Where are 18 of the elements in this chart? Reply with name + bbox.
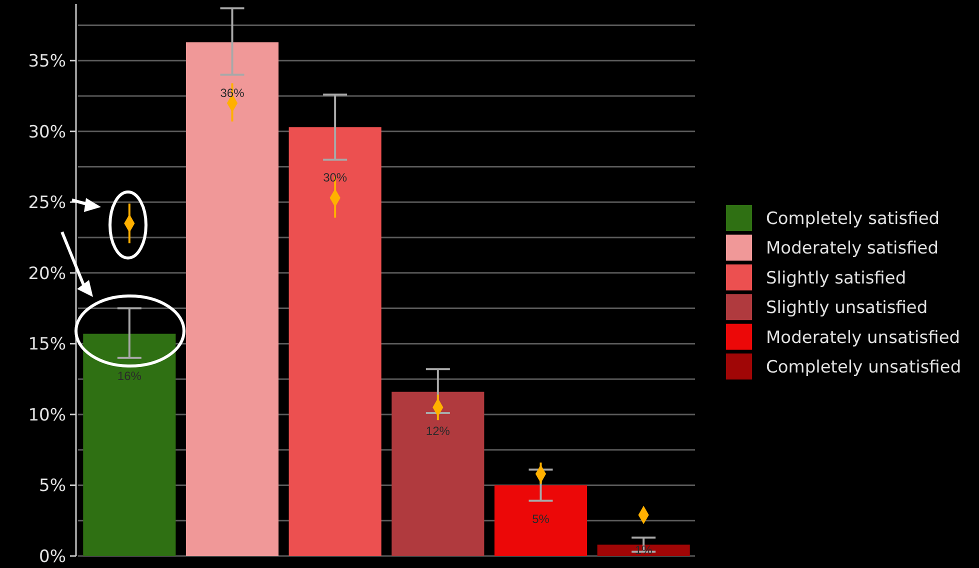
legend-label: Slightly unsatisfied bbox=[766, 298, 928, 318]
y-tick-label: 25% bbox=[28, 193, 66, 214]
y-tick-label: 35% bbox=[28, 52, 66, 72]
legend-label: Slightly satisfied bbox=[766, 268, 906, 288]
legend-label: Moderately satisfied bbox=[766, 238, 939, 259]
legend-label: Moderately unsatisfied bbox=[766, 328, 960, 348]
y-tick-label: 15% bbox=[28, 334, 66, 355]
y-tick-label: 10% bbox=[28, 405, 66, 426]
data-label: 5% bbox=[532, 512, 550, 526]
y-tick-label: 30% bbox=[28, 122, 66, 142]
y-tick-label: 20% bbox=[28, 264, 66, 284]
legend-label: Completely unsatisfied bbox=[766, 357, 962, 378]
data-label: 12% bbox=[426, 424, 450, 438]
legend-label: Completely satisfied bbox=[766, 208, 940, 229]
data-label: 16% bbox=[117, 368, 142, 383]
data-label: 30% bbox=[323, 170, 348, 185]
y-tick-label: 0% bbox=[39, 546, 66, 567]
y-tick-label: 5% bbox=[39, 476, 66, 496]
